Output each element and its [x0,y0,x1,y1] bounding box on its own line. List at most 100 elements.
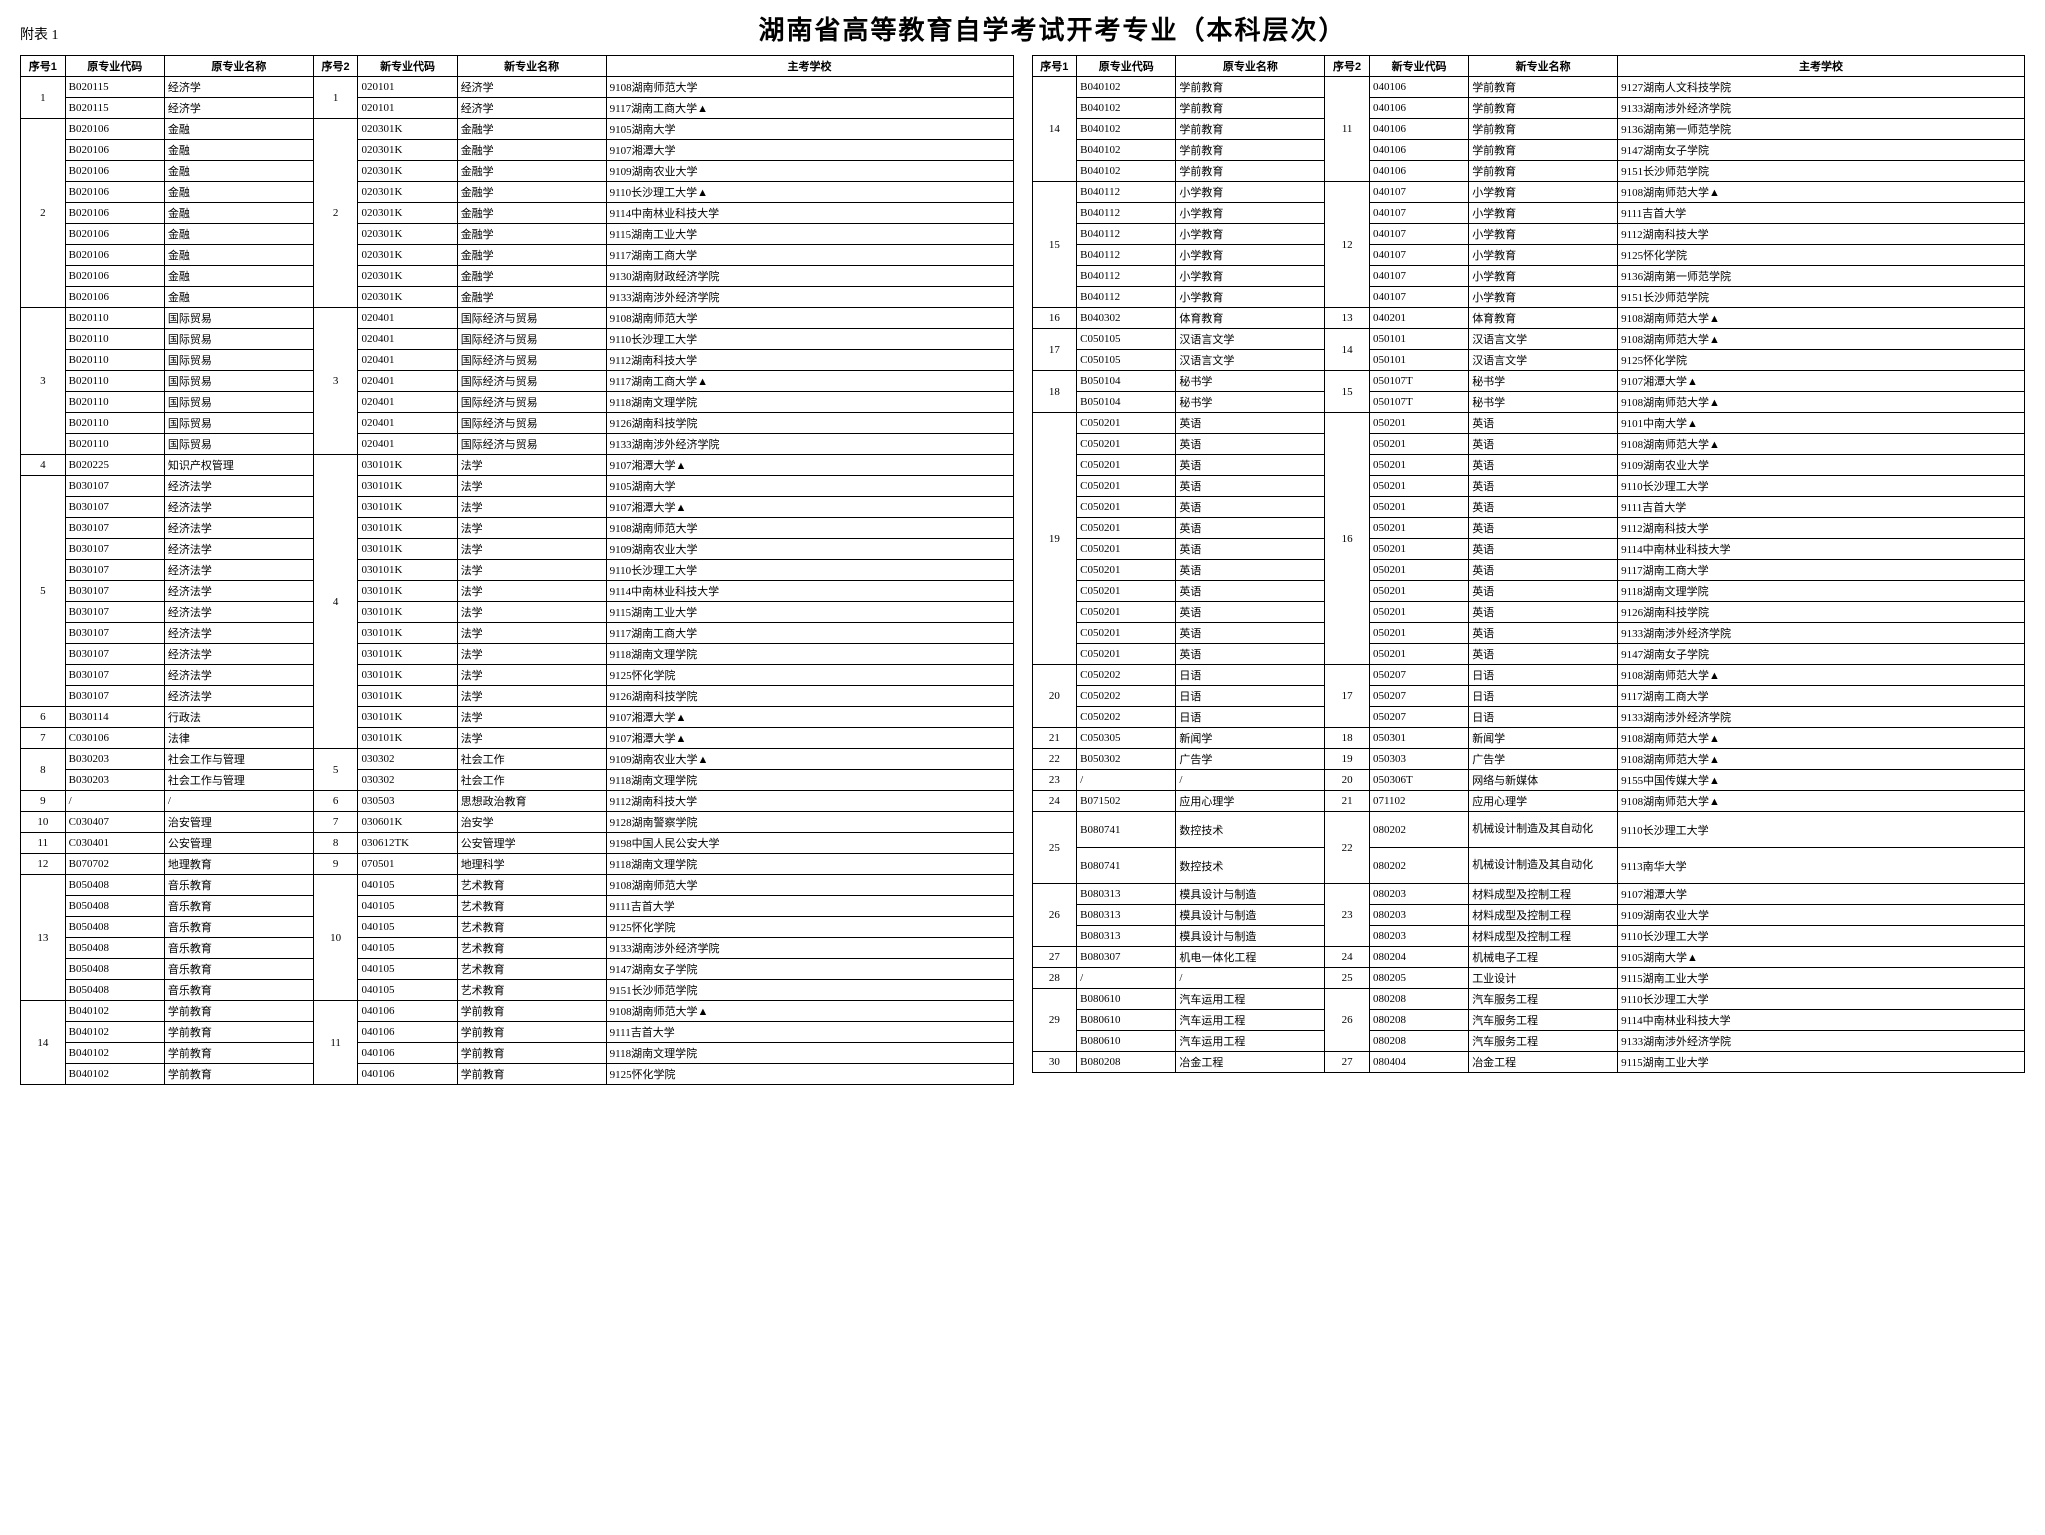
old-name-cell: 经济法学 [164,644,313,665]
old-code-cell: B020106 [65,224,164,245]
old-name-cell: 小学教育 [1176,287,1325,308]
new-name-cell: 艺术教育 [457,959,606,980]
old-code-cell: B080610 [1077,989,1176,1010]
seq2-cell: 13 [1325,308,1370,329]
new-code-cell: 080205 [1369,968,1468,989]
old-code-cell: B020110 [65,308,164,329]
table-row: 24B071502应用心理学21071102应用心理学9108湖南师范大学▲ [1032,791,2025,812]
table-row: 14B040102学前教育11040106学前教育9108湖南师范大学▲ [21,1001,1014,1022]
seq1-cell: 27 [1032,947,1077,968]
school-cell: 9127湖南人文科技学院 [1618,77,2025,98]
old-code-cell: B020106 [65,245,164,266]
col-header: 新专业名称 [457,56,606,77]
new-code-cell: 080404 [1369,1052,1468,1073]
old-name-cell: 模具设计与制造 [1176,905,1325,926]
new-name-cell: 学前教育 [1469,98,1618,119]
old-code-cell: B020106 [65,287,164,308]
old-code-cell: B030203 [65,749,164,770]
seq1-cell: 22 [1032,749,1077,770]
old-name-cell: 英语 [1176,455,1325,476]
new-name-cell: 材料成型及控制工程 [1469,884,1618,905]
table-row: 12B070702地理教育9070501地理科学9118湖南文理学院 [21,854,1014,875]
school-cell: 9110长沙理工大学 [606,560,1013,581]
old-name-cell: 金融 [164,266,313,287]
table-row: B050408音乐教育040105艺术教育9147湖南女子学院 [21,959,1014,980]
seq1-cell: 6 [21,707,66,728]
old-code-cell: C050202 [1077,665,1176,686]
new-code-cell: 030503 [358,791,457,812]
new-name-cell: 艺术教育 [457,980,606,1001]
new-code-cell: 050207 [1369,707,1468,728]
seq1-cell: 11 [21,833,66,854]
new-code-cell: 050207 [1369,665,1468,686]
new-name-cell: 机械设计制造及其自动化 [1469,812,1618,848]
new-code-cell: 050201 [1369,644,1468,665]
new-name-cell: 金融学 [457,182,606,203]
table-row: 3B020110国际贸易3020401国际经济与贸易9108湖南师范大学 [21,308,1014,329]
old-code-cell: B020106 [65,266,164,287]
seq1-cell: 5 [21,476,66,707]
new-name-cell: 国际经济与贸易 [457,308,606,329]
old-name-cell: 汉语言文学 [1176,329,1325,350]
table-row: 13B050408音乐教育10040105艺术教育9108湖南师范大学 [21,875,1014,896]
school-cell: 9105湖南大学 [606,119,1013,140]
new-code-cell: 040107 [1369,203,1468,224]
new-code-cell: 030101K [358,707,457,728]
old-code-cell: C030401 [65,833,164,854]
old-code-cell: B020106 [65,119,164,140]
new-name-cell: 法学 [457,476,606,497]
table-row: B040102学前教育040106学前教育9136湖南第一师范学院 [1032,119,2025,140]
school-cell: 9133湖南涉外经济学院 [1618,707,2025,728]
old-code-cell: C050201 [1077,455,1176,476]
table-row: B050408音乐教育040105艺术教育9133湖南涉外经济学院 [21,938,1014,959]
new-code-cell: 020401 [358,392,457,413]
school-cell: 9109湖南农业大学 [606,539,1013,560]
old-code-cell: B040112 [1077,182,1176,203]
new-name-cell: 机械电子工程 [1469,947,1618,968]
table-row: 17C050105汉语言文学14050101汉语言文学9108湖南师范大学▲ [1032,329,2025,350]
seq1-cell: 29 [1032,989,1077,1052]
school-cell: 9109湖南农业大学 [1618,455,2025,476]
new-code-cell: 020301K [358,161,457,182]
school-cell: 9117湖南工商大学▲ [606,98,1013,119]
school-cell: 9108湖南师范大学▲ [1618,665,2025,686]
table-row: C050201英语050201英语9111吉首大学 [1032,497,2025,518]
page-title: 湖南省高等教育自学考试开考专业（本科层次） [80,10,2025,47]
new-code-cell: 030101K [358,665,457,686]
table-row: C050201英语050201英语9114中南林业科技大学 [1032,539,2025,560]
old-name-cell: 经济法学 [164,560,313,581]
table-row: B080610汽车运用工程080208汽车服务工程9133湖南涉外经济学院 [1032,1031,2025,1052]
table-row: B020106金融020301K金融学9109湖南农业大学 [21,161,1014,182]
old-name-cell: 金融 [164,140,313,161]
new-code-cell: 030101K [358,539,457,560]
col-header: 新专业代码 [358,56,457,77]
new-code-cell: 020401 [358,434,457,455]
seq1-cell: 4 [21,455,66,476]
old-code-cell: C050201 [1077,518,1176,539]
seq1-cell: 14 [1032,77,1077,182]
school-cell: 9109湖南农业大学▲ [606,749,1013,770]
old-code-cell: B020106 [65,203,164,224]
seq2-cell: 22 [1325,812,1370,884]
table-row: C050201英语050201英语9108湖南师范大学▲ [1032,434,2025,455]
new-code-cell: 020101 [358,98,457,119]
table-row: C050201英语050201英语9117湖南工商大学 [1032,560,2025,581]
old-code-cell: B020106 [65,161,164,182]
seq2-cell: 4 [313,455,358,749]
table-row: B030107经济法学030101K法学9115湖南工业大学 [21,602,1014,623]
seq2-cell: 9 [313,854,358,875]
new-name-cell: 英语 [1469,518,1618,539]
new-name-cell: 英语 [1469,476,1618,497]
old-code-cell: B020110 [65,434,164,455]
school-cell: 9105湖南大学 [606,476,1013,497]
school-cell: 9128湖南警察学院 [606,812,1013,833]
old-code-cell: B080313 [1077,905,1176,926]
old-name-cell: 日语 [1176,665,1325,686]
school-cell: 9109湖南农业大学 [606,161,1013,182]
school-cell: 9101中南大学▲ [1618,413,2025,434]
table-row: B030107经济法学030101K法学9117湖南工商大学 [21,623,1014,644]
seq1-cell: 30 [1032,1052,1077,1073]
school-cell: 9110长沙理工大学▲ [606,182,1013,203]
old-code-cell: C050201 [1077,476,1176,497]
school-cell: 9112湖南科技大学 [1618,518,2025,539]
